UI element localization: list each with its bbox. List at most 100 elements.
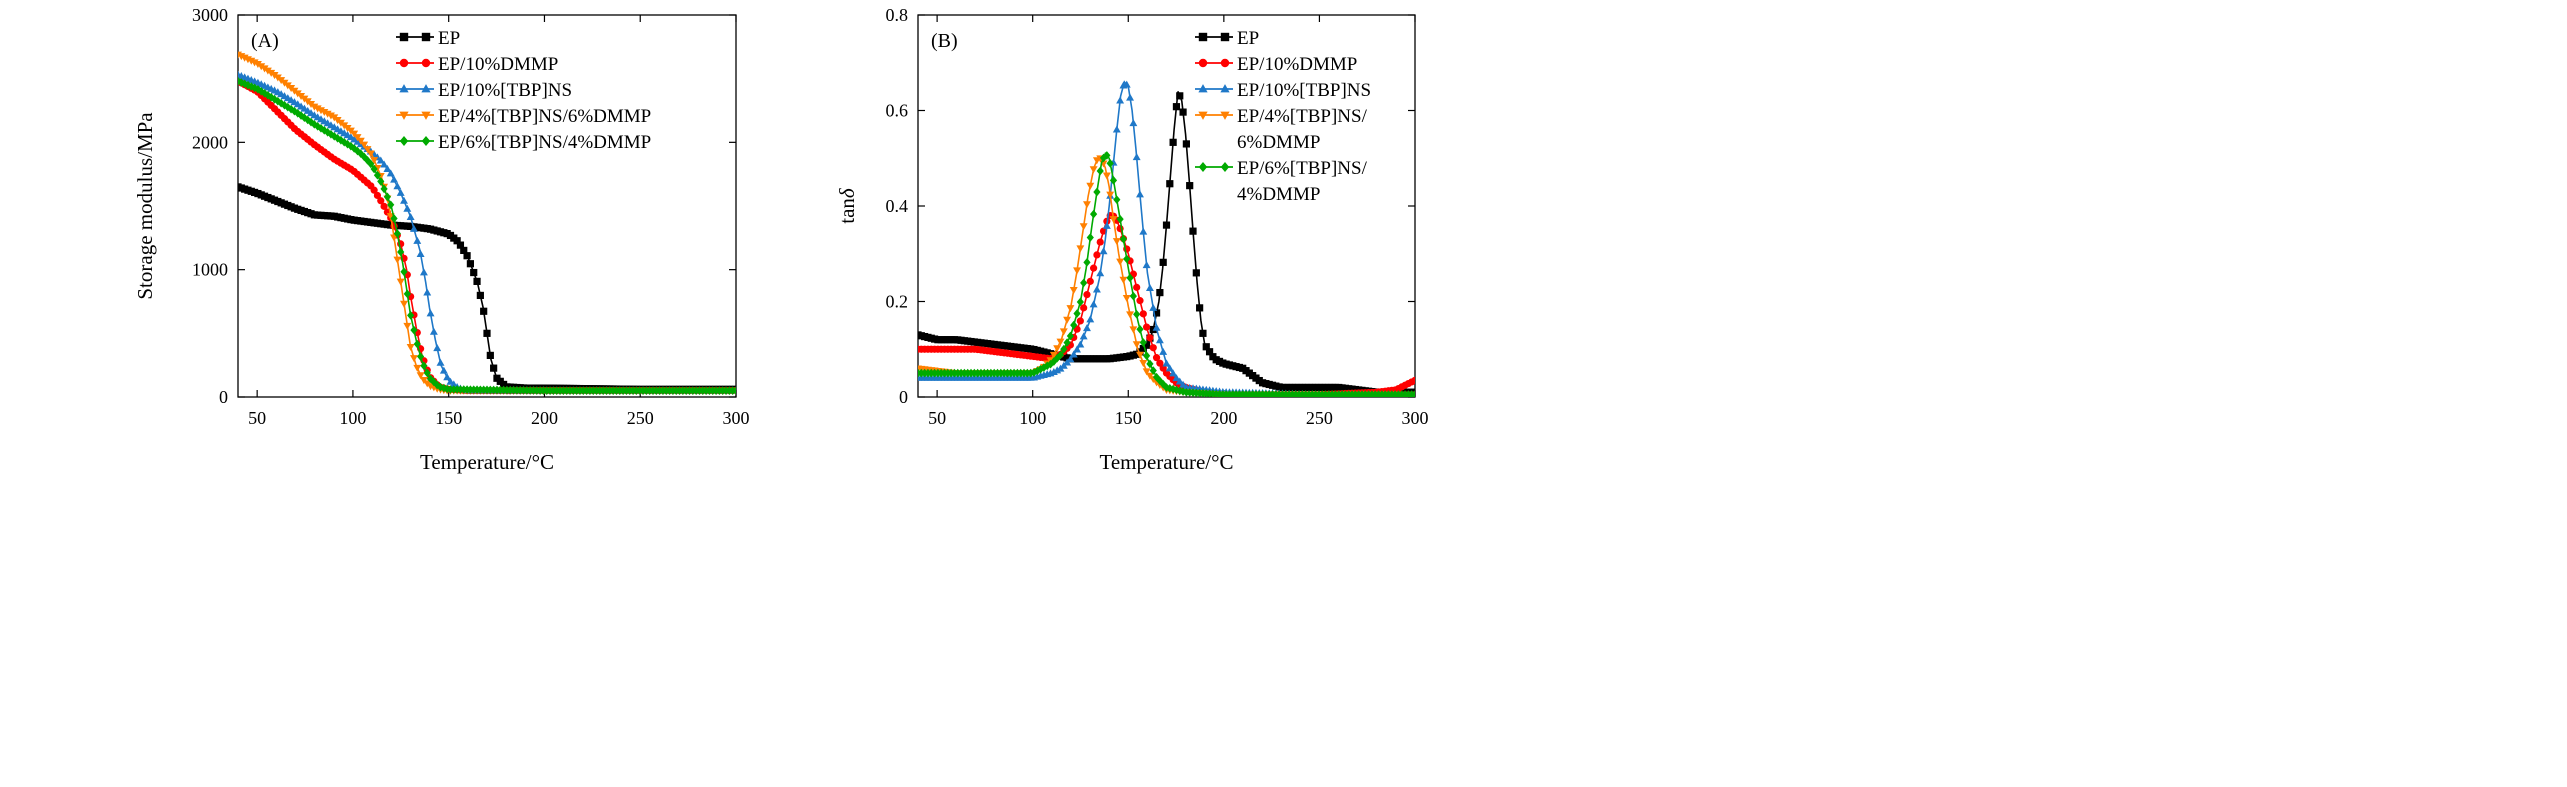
panel-a-legend-entry-ep-10pct-tbp-ns: EP/10%[TBP]NS <box>396 80 572 101</box>
panel-b-x-axis: 50 100 150 200 250 300 <box>928 15 1429 428</box>
panel-a-legend-marker <box>421 111 431 120</box>
panel-a-line-ep-10pctdmmp <box>238 80 736 392</box>
panel-b-y-axis-title: tanδ <box>835 187 859 224</box>
panel-a-point-ep-6pct-tbp-ns-4pctdmmp <box>330 131 338 141</box>
panel-b-x-tick-label: 100 <box>1019 408 1046 428</box>
panel-a-y-axis-title: Storage modulus/MPa <box>133 112 157 300</box>
panel-b-point-ep <box>1149 325 1157 334</box>
panel-b-point-ep-4pct-tbp-ns-6pctdmmp <box>1102 172 1111 180</box>
panel-b-legend-entry-ep-10pctdmmp: EP/10%DMMP <box>1195 54 1357 75</box>
panel-a-point-ep-6pct-tbp-ns-4pctdmmp <box>377 177 385 186</box>
panel-a-legend-marker <box>421 84 431 93</box>
panel-b-point-ep-10pct-tbp-ns <box>1066 355 1075 363</box>
panel-b-point-ep-10pctdmmp <box>1139 310 1147 318</box>
panel-b-point-ep <box>1156 288 1164 297</box>
panel-b-point-ep-10pctdmmp <box>1152 354 1161 362</box>
panel-b-legend-marker <box>1220 111 1230 120</box>
panel-a-point-ep-6pct-tbp-ns-4pctdmmp <box>238 78 245 87</box>
panel-b-point-ep-6pct-tbp-ns-4pctdmmp <box>1056 350 1065 360</box>
panel-b-x-tick-label: 150 <box>1115 408 1142 428</box>
panel-b-point-ep-6pct-tbp-ns-4pctdmmp <box>1093 187 1101 197</box>
panel-a-point-ep-6pct-tbp-ns-4pctdmmp <box>390 214 398 223</box>
panel-a-point-ep-6pct-tbp-ns-4pctdmmp <box>294 108 302 118</box>
panel-b-point-ep-6pct-tbp-ns-4pctdmmp <box>1106 159 1114 168</box>
panel-b-x-tick-label: 50 <box>928 408 946 428</box>
panel-a-legend-marker <box>421 135 431 147</box>
panel-a-x-tick-label: 100 <box>339 408 366 428</box>
panel-a-point-ep-10pct-tbp-ns <box>380 160 389 168</box>
panel-b-legend-marker <box>1220 84 1230 93</box>
panel-a-x-axis-title: Temperature/°C <box>420 450 554 474</box>
panel-a-point-ep-6pct-tbp-ns-4pctdmmp <box>284 102 292 112</box>
panel-b-point-ep-4pct-tbp-ns-6pctdmmp <box>1083 201 1091 209</box>
panel-b-x-axis-title: Temperature/°C <box>1099 450 1233 474</box>
panel-a-y-tick-label: 2000 <box>192 132 228 152</box>
panel-a-x-tick-label: 50 <box>248 408 266 428</box>
panel-b-point-ep <box>1169 138 1177 146</box>
panel-a-point-ep <box>460 246 468 255</box>
panel-a-point-ep-6pct-tbp-ns-4pctdmmp <box>403 289 411 299</box>
panel-a-point-ep-10pct-tbp-ns <box>429 327 438 335</box>
panel-a-point-ep <box>483 329 491 337</box>
panel-a-point-ep-6pct-tbp-ns-4pctdmmp <box>334 133 342 143</box>
panel-b-point-ep-10pct-tbp-ns <box>1136 190 1144 198</box>
panel-b-y-axis: 0 0.2 0.4 0.6 0.8 <box>886 5 1415 407</box>
panel-a-point-ep-4pct-tbp-ns-6pctdmmp <box>317 107 325 115</box>
panel-a-x-tick-label: 300 <box>723 408 750 428</box>
panel-b-legend-entry-ep-6pct-tbp-ns-4pctdmmp: EP/6%[TBP]NS/4%DMMP <box>1195 158 1368 205</box>
panel-b-point-ep-10pct-tbp-ns <box>1155 336 1164 344</box>
panel-a-point-ep <box>480 307 488 315</box>
panel-b-y-tick-label: 0.4 <box>886 196 909 216</box>
panel-a-point-ep-6pct-tbp-ns-4pctdmmp <box>353 146 362 156</box>
panel-a-point-ep-4pct-tbp-ns-6pctdmmp <box>320 108 329 116</box>
panel-b-point-ep-10pctdmmp <box>1143 323 1151 331</box>
panel-a-y-tick-label: 3000 <box>192 5 228 25</box>
panel-b-point-ep-4pct-tbp-ns-6pctdmmp <box>1132 341 1141 349</box>
panel-a-point-ep-10pct-tbp-ns <box>390 175 398 183</box>
panel-b-y-tick-label: 0.2 <box>886 292 909 312</box>
panel-b-point-ep-4pct-tbp-ns-6pctdmmp <box>1063 316 1072 324</box>
panel-b-y-tick-label: 0.6 <box>886 101 909 121</box>
panel-a-point-ep-10pct-tbp-ns <box>403 204 412 212</box>
panel-b-point-ep-6pct-tbp-ns-4pctdmmp <box>1411 390 1415 397</box>
panel-b-legend-entry-ep: EP <box>1195 28 1259 49</box>
panel-a-legend-entry-ep-6pct-tbp-ns-4pctdmmp: EP/6%[TBP]NS/4%DMMP <box>396 132 651 153</box>
panel-a-point-ep-4pct-tbp-ns-6pctdmmp <box>393 256 402 264</box>
panel-b-point-ep-10pctdmmp <box>1080 304 1088 312</box>
panel-b-point-ep-6pct-tbp-ns-4pctdmmp <box>1070 320 1078 330</box>
panel-a-point-ep <box>466 260 474 268</box>
panel-a-point-ep-4pct-tbp-ns-6pctdmmp <box>406 344 415 352</box>
panel-a-point-ep-4pct-tbp-ns-6pctdmmp <box>350 130 359 138</box>
panel-b-point-ep-10pct-tbp-ns <box>1086 315 1095 323</box>
panel-b-point-ep <box>1199 329 1207 337</box>
panel-a-point-ep-6pct-tbp-ns-4pctdmmp <box>373 170 382 180</box>
panel-a-point-ep-6pct-tbp-ns-4pctdmmp <box>413 339 421 349</box>
panel-a-point-ep-4pct-tbp-ns-6pctdmmp <box>353 134 362 142</box>
panel-b-point-ep <box>1202 343 1210 351</box>
panel-a-legend: EP EP/10%DMMP EP/10%[TBP]NS EP/4%[TBP]NS/6%… <box>396 28 651 153</box>
panel-b-point-ep-10pctdmmp <box>1146 334 1154 342</box>
panel-a-point-ep-6pct-tbp-ns-4pctdmmp <box>340 137 348 147</box>
panel-a-point-ep-6pct-tbp-ns-4pctdmmp <box>297 111 305 120</box>
panel-a-point-ep-6pct-tbp-ns-4pctdmmp <box>443 384 451 394</box>
panel-a-point-ep-10pct-tbp-ns <box>419 268 428 276</box>
panel-b-legend-label: EP/6%[TBP]NS/ <box>1237 158 1368 179</box>
panel-b-point-ep-10pctdmmp <box>1090 264 1098 272</box>
panel-a-point-ep-4pct-tbp-ns-6pctdmmp <box>413 364 422 372</box>
panel-b-point-ep-6pct-tbp-ns-4pctdmmp <box>1136 324 1144 334</box>
panel-a-point-ep <box>473 277 481 285</box>
panel-b-point-ep-6pct-tbp-ns-4pctdmmp <box>1129 291 1137 301</box>
panel-a-point-ep-4pct-tbp-ns-6pctdmmp <box>416 372 425 380</box>
panel-b-point-ep-4pct-tbp-ns-6pctdmmp <box>1073 267 1081 275</box>
panel-a-point-ep-6pct-tbp-ns-4pctdmmp <box>251 83 259 93</box>
panel-a-legend-entry-ep-4pct-tbp-ns-6pctdmmp: EP/4%[TBP]NS/6%DMMP <box>396 106 651 127</box>
panel-b-point-ep-4pct-tbp-ns-6pctdmmp <box>1086 182 1095 190</box>
panel-b-point-ep-4pct-tbp-ns-6pctdmmp <box>1069 287 1078 295</box>
panel-a-point-ep-4pct-tbp-ns-6pctdmmp <box>267 69 276 77</box>
panel-a-point-ep <box>470 268 478 277</box>
panel-a-point-ep-6pct-tbp-ns-4pctdmmp <box>270 94 279 104</box>
panel-a-point-ep-4pct-tbp-ns-6pctdmmp <box>410 355 418 363</box>
panel-a-point-ep-6pct-tbp-ns-4pctdmmp <box>277 98 285 108</box>
panel-a-point-ep-6pct-tbp-ns-4pctdmmp <box>300 113 308 123</box>
panel-b-point-ep-6pct-tbp-ns-4pctdmmp <box>1027 368 1035 378</box>
